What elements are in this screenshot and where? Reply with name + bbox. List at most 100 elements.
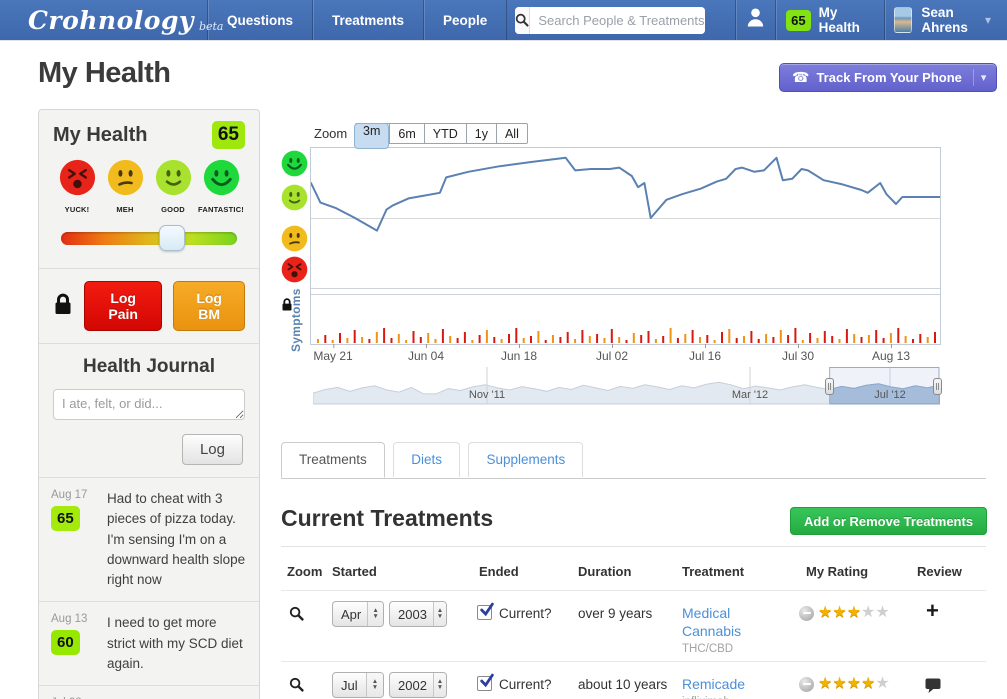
star-icon[interactable]: ★ [832, 673, 847, 692]
navigator-handle-right[interactable] [933, 378, 942, 395]
mood-face-fantastic[interactable]: FANTASTIC! [197, 159, 245, 214]
chevron-down-icon[interactable]: ▾ [984, 13, 991, 27]
treatment-name[interactable]: Medical Cannabis [682, 605, 742, 640]
star-icon[interactable]: ★ [861, 602, 876, 621]
x-axis: May 21 Jun 04 Jun 18 Jul 02 Jul 16 Jul 3… [0, 344, 1007, 363]
zoom-magnifier-icon[interactable] [289, 606, 304, 626]
select-stepper[interactable]: ▲ ▼ [366, 673, 383, 697]
user-menu[interactable]: Sean Ahrens ▾ [884, 0, 1007, 40]
start-year-select[interactable]: 2002 ▲ ▼ [389, 672, 447, 698]
app-logo[interactable]: Crohnology beta [0, 0, 223, 40]
zoom-ytd[interactable]: YTD [423, 123, 467, 144]
col-started: Started [332, 564, 377, 579]
remove-rating-icon[interactable] [799, 605, 814, 621]
x-tick: Jul 30 [781, 344, 815, 363]
tab-supplements[interactable]: Supplements [468, 442, 584, 477]
zoom-3m[interactable]: 3m [354, 123, 390, 149]
star-rating[interactable]: ★★★★★ [818, 604, 890, 622]
zoom-6m[interactable]: 6m [389, 123, 425, 144]
health-slider-handle[interactable] [158, 225, 185, 251]
axis-face-yuck [281, 256, 308, 288]
add-review-icon[interactable]: + [926, 598, 939, 623]
select-value: Jul [341, 677, 358, 693]
lock-icon-small [281, 297, 293, 317]
journal-entry[interactable]: Jul 28 76 Eating a pollo asado burrito [39, 685, 259, 699]
zoom-all[interactable]: All [495, 123, 528, 144]
health-slider[interactable] [61, 225, 237, 251]
comment-review-icon[interactable] [925, 678, 941, 698]
journal-entry[interactable]: Aug 17 65 Had to cheat with 3 pieces of … [39, 477, 259, 601]
select-stepper[interactable]: ▲ ▼ [432, 673, 446, 697]
select-stepper[interactable]: ▲ ▼ [432, 602, 446, 626]
nav-treatments[interactable]: Treatments [312, 0, 423, 40]
chevron-down-icon: ▾ [980, 72, 987, 84]
navigator-handle-left[interactable] [825, 378, 834, 395]
col-ended: Ended [479, 564, 519, 579]
col-zoom: Zoom [287, 564, 323, 579]
entry-score-badge: 60 [51, 630, 80, 656]
tab-treatments[interactable]: Treatments [281, 442, 385, 478]
navbar: Crohnology beta Questions Treatments Peo… [0, 0, 1007, 40]
entry-date: Aug 17 [51, 489, 88, 501]
add-remove-treatments-button[interactable]: Add or Remove Treatments [790, 507, 988, 535]
current-checkbox[interactable] [477, 602, 494, 620]
mood-face-label: GOOD [161, 205, 185, 214]
star-icon[interactable]: ★ [846, 602, 862, 621]
select-value: 2002 [398, 677, 427, 693]
star-icon[interactable]: ★ [832, 602, 847, 621]
zoom-label: Zoom [314, 126, 348, 141]
health-score-badge-large: 65 [211, 121, 245, 149]
axis-face-fantastic [281, 150, 308, 182]
star-icon[interactable]: ★ [818, 602, 833, 621]
track-from-phone-button[interactable]: ☎ Track From Your Phone ▾ [779, 63, 998, 92]
entry-date: Aug 13 [51, 613, 88, 626]
start-month-select[interactable]: Jul ▲ ▼ [332, 672, 384, 698]
mood-face-good[interactable]: GOOD [149, 159, 197, 214]
journal-entry[interactable]: Aug 13 60 I need to get more strict with… [39, 601, 259, 685]
nav-people[interactable]: People [423, 0, 508, 40]
health-slider-track[interactable] [61, 232, 237, 245]
chart-navigator[interactable]: Nov '11 Mar '12 Jul '12 [313, 367, 942, 406]
star-icon[interactable]: ★ [861, 673, 876, 692]
mood-face-meh[interactable]: MEH [101, 159, 149, 214]
zoom-magnifier-icon[interactable] [289, 677, 304, 697]
treatment-link[interactable]: Remicade infliximab [682, 675, 782, 699]
x-tick: May 21 [313, 344, 353, 363]
nav-my-health[interactable]: 65 My Health [775, 0, 884, 40]
duration-value: over 9 years [578, 606, 653, 621]
logo-text: Crohnology [28, 5, 194, 35]
mood-face-yuck[interactable]: YUCK! [53, 159, 101, 214]
search-box [515, 6, 705, 34]
tab-diets[interactable]: Diets [393, 442, 460, 477]
current-label: Current? [499, 677, 552, 692]
chart-zoom-buttons: 1m 3m 6m YTD 1y All [354, 123, 528, 149]
star-icon[interactable]: ★ [818, 673, 833, 692]
treatment-subtitle: THC/CBD [682, 643, 734, 656]
nav-questions[interactable]: Questions [207, 0, 312, 40]
col-review: Review [917, 564, 962, 579]
star-icon[interactable]: ★ [846, 673, 862, 692]
avatar [894, 7, 913, 33]
remove-rating-icon[interactable] [799, 676, 814, 692]
current-checkbox[interactable] [477, 673, 494, 691]
star-icon[interactable]: ★ [875, 602, 890, 621]
axis-face-good [281, 184, 308, 216]
star-icon[interactable]: ★ [875, 673, 890, 692]
start-year-select[interactable]: 2003 ▲ ▼ [389, 601, 447, 627]
journal-input[interactable] [53, 389, 245, 420]
journal-log-button[interactable]: Log [181, 434, 243, 465]
navigator-label: Mar '12 [731, 389, 769, 401]
health-journal-title: Health Journal [83, 356, 215, 377]
treatment-link[interactable]: Medical Cannabis THC/CBD [682, 604, 782, 657]
select-stepper[interactable]: ▲ ▼ [367, 602, 383, 626]
search-input[interactable] [530, 6, 705, 34]
profile-icon-button[interactable] [734, 0, 775, 40]
treatment-name[interactable]: Remicade [682, 676, 746, 692]
mood-face-label: YUCK! [64, 205, 90, 214]
log-pain-button[interactable]: Log Pain [84, 281, 163, 331]
zoom-1y[interactable]: 1y [465, 123, 497, 144]
star-rating[interactable]: ★★★★★ [818, 675, 890, 693]
beta-tag: beta [198, 19, 224, 33]
start-month-select[interactable]: Apr ▲ ▼ [332, 601, 384, 627]
log-bm-button[interactable]: Log BM [173, 281, 245, 331]
